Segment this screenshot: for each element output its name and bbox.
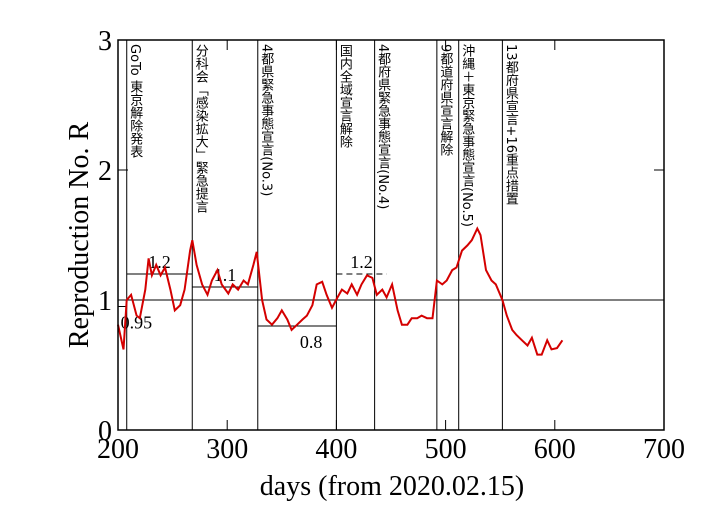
event-label: 9都道府県宣言解除 — [437, 44, 453, 157]
y-tick-label: 2 — [98, 156, 112, 187]
x-tick-label: 200 — [97, 434, 139, 465]
x-tick-label: 400 — [315, 434, 357, 465]
segment-label: 0.8 — [300, 332, 323, 352]
segment-label: 1.2 — [350, 252, 373, 272]
event-label: GoTo 東京解除発表 — [127, 44, 143, 158]
event-label: 沖縄＋東京緊急事態宣言(No.5) — [459, 44, 475, 227]
segment-label: 0.95 — [121, 313, 153, 333]
x-tick-label: 500 — [425, 434, 467, 465]
y-tick-label: 1 — [98, 286, 112, 317]
event-label: 分科会「感染拡大」緊急提言 — [193, 44, 209, 213]
x-tick-label: 600 — [534, 434, 576, 465]
y-tick-label: 3 — [98, 26, 112, 57]
x-tick-label: 300 — [206, 434, 248, 465]
event-label: 国内全域宣言解除 — [337, 44, 353, 148]
segment-label: 1.1 — [214, 265, 237, 285]
y-tick-label: 0 — [98, 416, 112, 447]
x-tick-label: 700 — [643, 434, 685, 465]
data-line — [117, 226, 564, 356]
event-label: 13都府県宣言+16重点措置 — [503, 44, 519, 205]
plot-frame — [117, 39, 665, 431]
event-label: 4都府県緊急事態宣言(No.4) — [375, 44, 391, 209]
event-label: 4都県緊急事態宣言(No.3) — [258, 44, 274, 196]
x-axis-label: days (from 2020.02.15) — [260, 471, 524, 502]
y-axis-label: Reproduction No. R — [64, 122, 95, 349]
